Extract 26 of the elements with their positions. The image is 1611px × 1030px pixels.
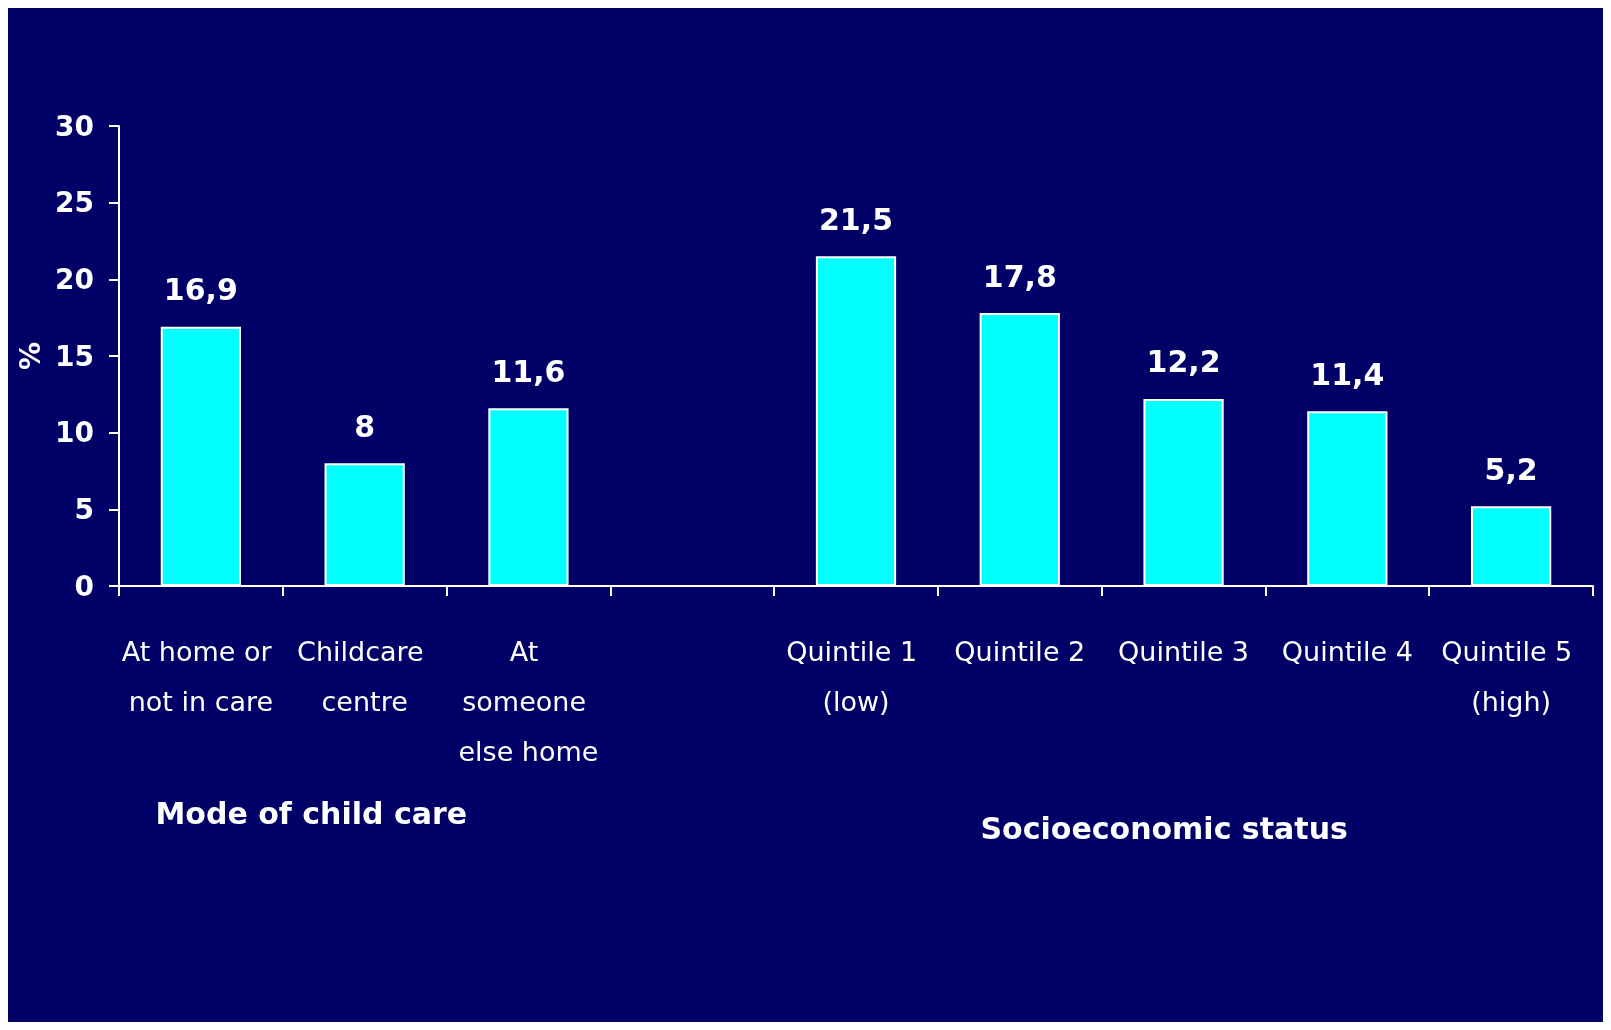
- x-tick-label: Quintile 2: [954, 635, 1086, 667]
- x-tick-label: Quintile 1 (low): [786, 635, 926, 717]
- data-label: 16,9: [163, 272, 238, 308]
- y-tick-label: 20: [55, 262, 94, 296]
- data-label: 5,2: [1484, 451, 1538, 487]
- text: Mode of child care: [155, 795, 468, 831]
- x-tick-label: Quintile 4: [1281, 635, 1413, 667]
- y-axis-title: %: [13, 341, 47, 371]
- data-label: 11,4: [1310, 356, 1385, 392]
- y-tick-label: 0: [74, 569, 94, 603]
- data-label: 12,2: [1146, 344, 1221, 380]
- data-label: 17,8: [982, 258, 1057, 294]
- data-label: 21,5: [818, 201, 894, 237]
- y-tick-label: 15: [55, 339, 94, 373]
- y-tick-label: 5: [74, 492, 94, 526]
- y-tick-label: 10: [55, 416, 94, 450]
- x-tick-label: Quintile 3: [1118, 635, 1250, 667]
- data-label: 11,6: [491, 353, 566, 389]
- data-label: 8: [354, 408, 376, 444]
- x-tick-label: At home or not in care: [121, 635, 281, 717]
- x-tick-label: Childcare centre: [297, 635, 433, 717]
- x-tick-label: Quintile 5 (high): [1441, 635, 1581, 717]
- y-tick-label: 30: [55, 109, 94, 143]
- y-tick-label: 25: [55, 186, 94, 220]
- text: Socioeconomic status: [980, 810, 1348, 846]
- x-tick-label: At someone else home: [458, 635, 599, 767]
